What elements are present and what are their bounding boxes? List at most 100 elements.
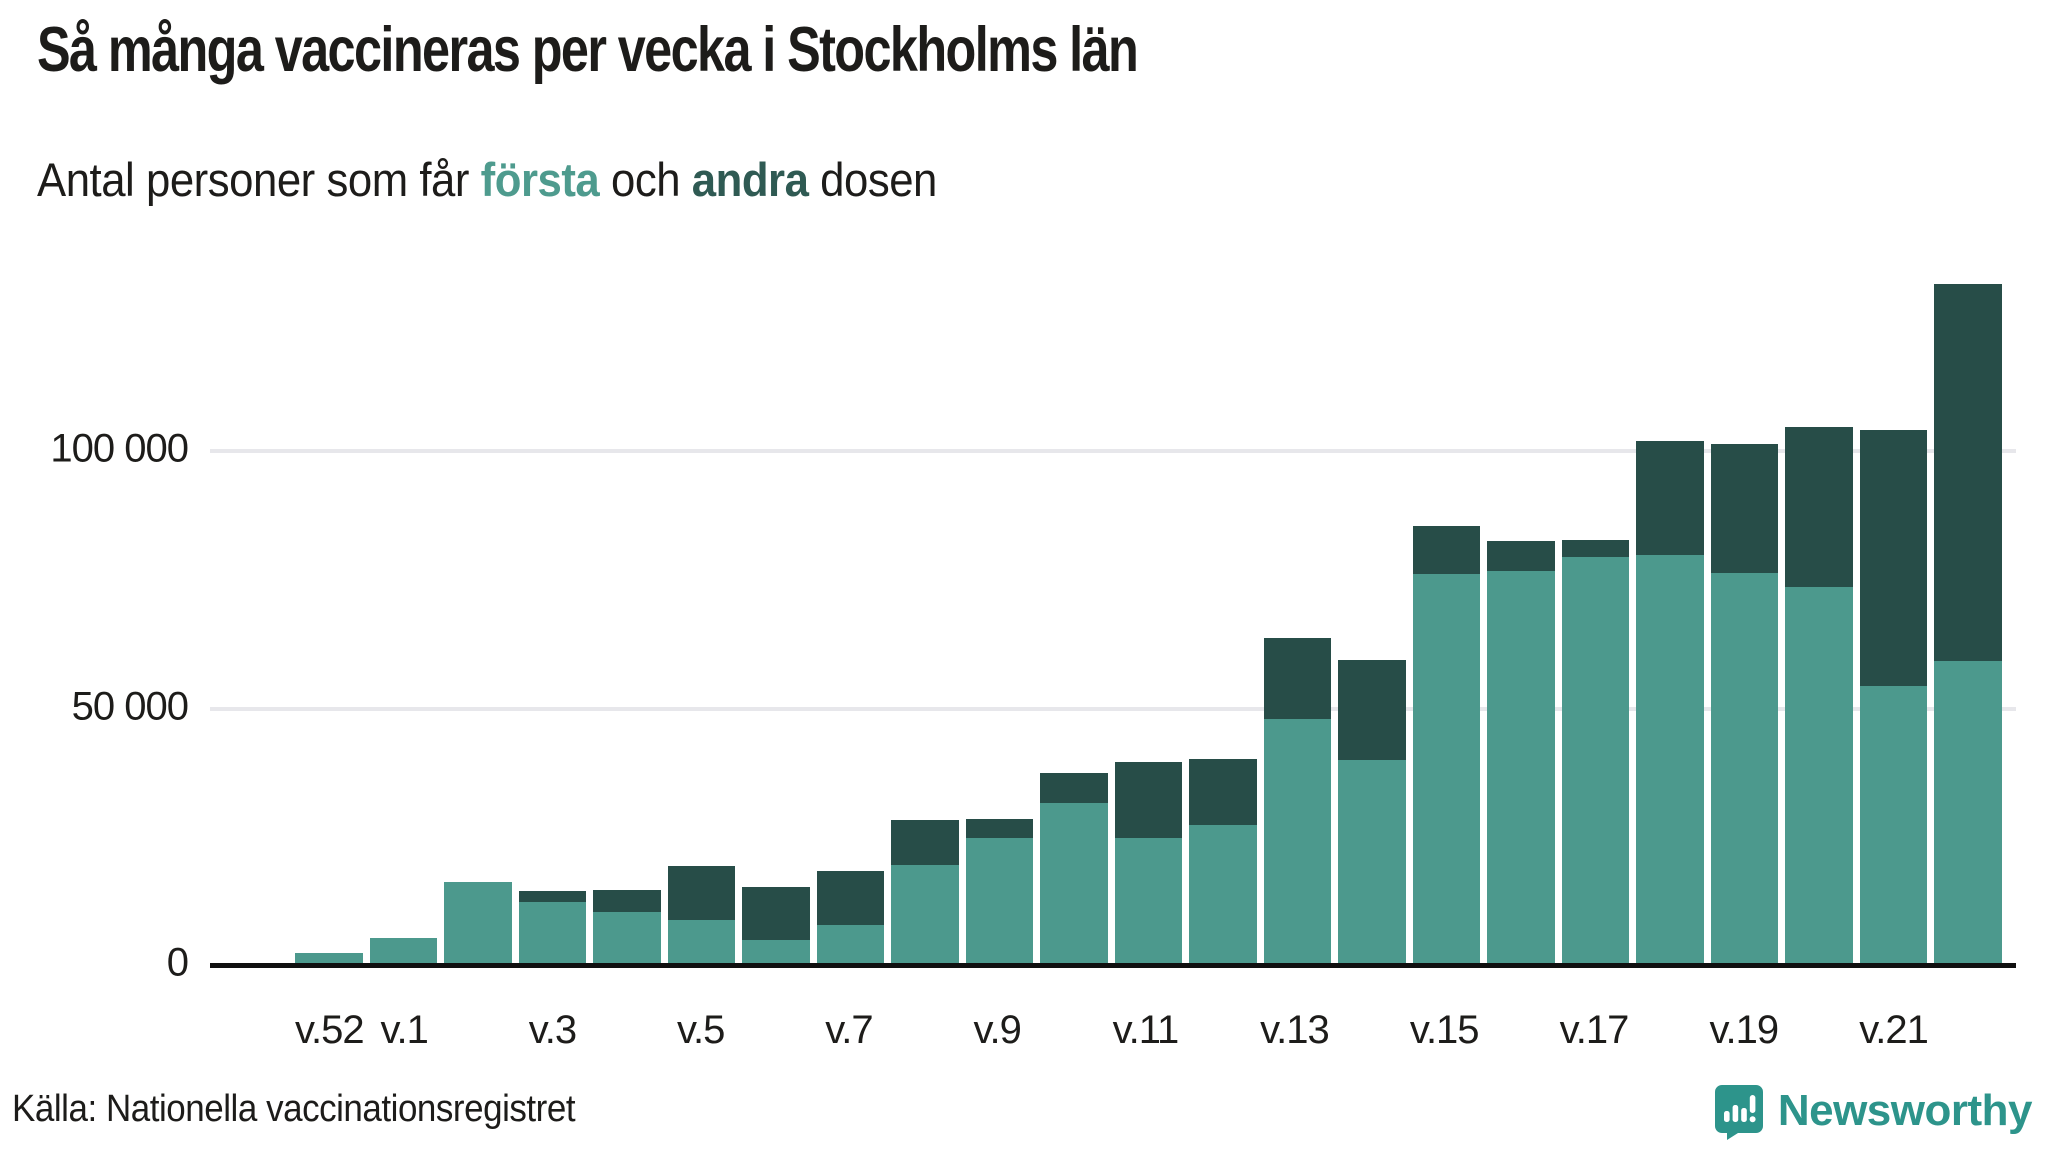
bar-v.13 [1263, 638, 1332, 963]
x-tick-empty [1935, 1008, 2002, 1053]
legend-second-dose: andra [691, 153, 809, 206]
bar-segment-first-dose [1189, 825, 1257, 963]
bar-v.16 [1487, 541, 1555, 963]
y-tick-50000: 50 000 [71, 684, 189, 729]
x-tick-v.21: v.21 [1859, 1008, 1929, 1052]
subtitle-conjunction: och [610, 153, 681, 206]
x-tick-v.7: v.7 [825, 1008, 873, 1052]
x-tick-v.5: v.5 [677, 1008, 725, 1052]
bar-segment-second-dose [1561, 540, 1630, 558]
bar-v.12 [1189, 759, 1257, 963]
brand-footer: Newsworthy [1712, 1082, 2033, 1140]
bar-segment-first-dose [1263, 718, 1332, 963]
bar-v.20 [1785, 426, 1853, 963]
x-tick-empty [593, 1008, 660, 1053]
bar-segment-second-dose [742, 887, 810, 941]
gridline-100000 [210, 449, 2016, 453]
bar-v.5 [667, 866, 736, 963]
bar-v.9 [965, 819, 1034, 963]
bar-segment-second-dose [1934, 283, 2002, 662]
bar-segment-second-dose [1189, 759, 1257, 826]
x-tick-v.52: v.52 [295, 1008, 365, 1052]
bar-segment-second-dose [518, 891, 587, 903]
bar-segment-second-dose [593, 890, 661, 912]
x-tick-empty [890, 1008, 957, 1053]
bar-v.11 [1114, 762, 1183, 963]
bar-segment-second-dose [1263, 638, 1332, 719]
bar-segment-first-dose [891, 864, 959, 963]
bar-v.3 [518, 891, 587, 963]
bar-segment-second-dose [891, 820, 959, 865]
source-note: Källa: Nationella vaccinationsregistret [12, 1088, 576, 1130]
x-tick-v.11: v.11 [1112, 1008, 1180, 1052]
brand-name: Newsworthy [1777, 1086, 2033, 1135]
bar-segment-second-dose [816, 871, 885, 925]
bar-segment-first-dose [1040, 803, 1108, 963]
bar-segment-first-dose [444, 882, 512, 963]
x-tick-v.9: v.9 [973, 1008, 1022, 1052]
bar-v.17 [1561, 540, 1630, 963]
x-tick-empty [1635, 1008, 1702, 1053]
x-tick-empty [741, 1008, 808, 1053]
bar-segment-first-dose [518, 902, 587, 963]
bar-segment-first-dose [593, 911, 661, 963]
x-tick-empty [1186, 1008, 1253, 1053]
bar-v.1 [369, 938, 438, 963]
gridline-50000 [210, 707, 2016, 711]
bar-segment-first-dose [667, 920, 736, 963]
x-tick-v.19: v.19 [1709, 1008, 1779, 1052]
legend-first-dose: första [480, 153, 600, 206]
bar-v.4 [593, 890, 661, 963]
bar-v.15 [1412, 526, 1481, 963]
x-tick-empty [1336, 1008, 1403, 1053]
newsworthy-logo-icon [1712, 1082, 1766, 1140]
bar-v.22 [1934, 283, 2002, 963]
bar-segment-first-dose [1636, 554, 1704, 963]
bar-segment-first-dose [1710, 572, 1779, 963]
bar-v.7 [816, 871, 885, 963]
bar-v.21 [1859, 430, 1928, 963]
y-tick-0: 0 [166, 940, 189, 985]
bar-segment-second-dose [1859, 430, 1928, 687]
bar-segment-second-dose [1114, 762, 1183, 839]
bar-v.2 [444, 882, 512, 963]
x-tick-v.3: v.3 [528, 1008, 577, 1052]
bar-v.8 [891, 820, 959, 963]
bar-v.6 [742, 887, 810, 963]
bar-segment-first-dose [1114, 838, 1183, 963]
bar-segment-first-dose [1338, 759, 1406, 963]
bar-segment-second-dose [1040, 773, 1108, 804]
bar-v.19 [1710, 443, 1779, 963]
bar-segment-first-dose [1412, 573, 1481, 963]
bar-segment-second-dose [667, 866, 736, 921]
x-tick-v.13: v.13 [1260, 1008, 1330, 1052]
bar-segment-first-dose [295, 953, 363, 963]
bar-segment-first-dose [1934, 661, 2002, 963]
bar-v.18 [1636, 440, 1704, 963]
bar-segment-second-dose [1487, 541, 1555, 571]
bar-segment-second-dose [1338, 660, 1406, 760]
bar-segment-second-dose [1636, 440, 1704, 555]
bars [295, 283, 2002, 963]
bar-segment-second-dose [1412, 526, 1481, 574]
x-axis-line [210, 963, 2016, 968]
bar-segment-first-dose [1487, 570, 1555, 963]
bar-segment-first-dose [816, 924, 885, 963]
x-tick-v.1: v.1 [380, 1008, 429, 1052]
bar-v.10 [1040, 773, 1108, 963]
x-tick-empty [1038, 1008, 1105, 1053]
chart-subtitle: Antal personer som får första och andra … [37, 152, 937, 207]
bar-segment-second-dose [965, 819, 1034, 839]
bar-segment-second-dose [1710, 443, 1779, 573]
x-tick-empty [445, 1008, 512, 1053]
subtitle-suffix: dosen [820, 153, 937, 206]
bar-segment-first-dose [965, 838, 1034, 963]
bar-segment-first-dose [1785, 586, 1853, 963]
subtitle-prefix: Antal personer som får [37, 153, 469, 206]
x-axis-labels: v.52 v.1 v.3 v.5 v.7 v.9 v.11 v.13 v.15 v.17 v.19 v… [295, 1008, 2002, 1053]
x-tick-v.15: v.15 [1409, 1008, 1480, 1052]
bar-segment-first-dose [1561, 557, 1630, 963]
bar-v.52 [295, 953, 363, 963]
